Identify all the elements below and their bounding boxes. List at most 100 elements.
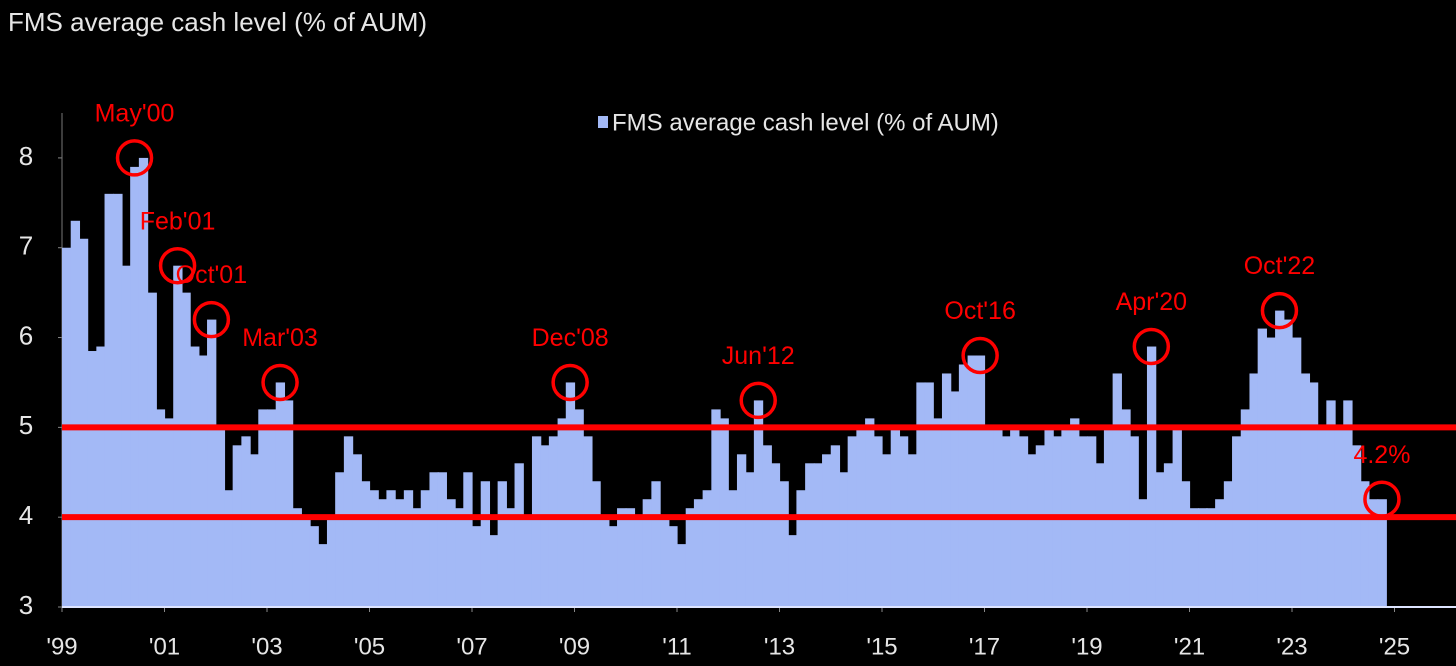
bar <box>301 517 311 607</box>
annotation-circle <box>1260 291 1299 330</box>
bar <box>1215 499 1225 607</box>
bar <box>779 481 789 607</box>
x-tick-label: '03 <box>251 633 282 660</box>
bar <box>326 517 337 607</box>
bar <box>762 445 772 607</box>
bar <box>1146 346 1157 607</box>
bar <box>642 499 652 607</box>
bar <box>420 490 431 607</box>
bar <box>207 319 217 607</box>
bar <box>378 499 388 607</box>
bar <box>283 400 294 607</box>
annotation-circle <box>551 363 589 402</box>
bar <box>523 517 533 607</box>
bar <box>181 292 191 607</box>
x-tick-label: '07 <box>456 633 487 660</box>
bar <box>1351 445 1362 607</box>
bar <box>873 436 883 607</box>
annotation-label: Dec'08 <box>532 324 609 352</box>
bar <box>796 490 806 607</box>
bar <box>232 445 242 607</box>
x-tick-label: '17 <box>969 633 1000 660</box>
bar <box>480 481 491 607</box>
bar <box>1112 373 1122 607</box>
bar <box>1249 373 1259 607</box>
bar <box>839 472 849 607</box>
bar <box>267 409 277 607</box>
bar <box>96 346 106 607</box>
bar <box>1070 418 1080 607</box>
bar <box>958 364 969 607</box>
bar <box>830 445 841 607</box>
chart-title: FMS average cash level (% of AUM) <box>8 7 427 37</box>
bar <box>745 472 755 607</box>
x-tick-label: '19 <box>1071 633 1102 660</box>
annotation-label: Apr'20 <box>1116 288 1187 316</box>
bar <box>591 481 601 607</box>
bar <box>907 454 917 607</box>
annotation-label: 4.2% <box>1353 441 1410 469</box>
bar <box>847 436 857 607</box>
bar <box>1155 472 1165 607</box>
bar <box>548 436 559 607</box>
bar <box>173 265 183 607</box>
annotation-circle <box>1363 480 1401 518</box>
bar <box>1223 481 1234 607</box>
bar <box>446 499 456 607</box>
bar <box>788 535 798 607</box>
bar <box>190 346 200 607</box>
bar <box>292 508 302 607</box>
annotation-label: Mar'03 <box>242 324 318 352</box>
bar <box>369 490 379 607</box>
bar <box>104 193 114 607</box>
bar <box>514 463 524 607</box>
bar <box>455 508 465 607</box>
x-tick-label: '13 <box>764 633 795 660</box>
bar <box>164 418 174 607</box>
x-tick-label: '15 <box>866 633 897 660</box>
annotation-circle <box>192 300 231 339</box>
bar <box>1163 463 1174 607</box>
bar <box>770 463 781 607</box>
bar <box>975 355 986 607</box>
bar <box>753 400 764 607</box>
bar <box>1360 481 1370 607</box>
bar <box>1035 445 1046 607</box>
bar <box>258 409 268 607</box>
bar <box>677 544 687 607</box>
bar <box>1180 481 1191 607</box>
bar <box>1198 508 1208 607</box>
bar <box>130 166 140 607</box>
bar <box>1283 319 1293 607</box>
bar <box>916 382 926 607</box>
bar <box>403 490 414 607</box>
bar <box>608 526 619 607</box>
bar <box>1206 508 1216 607</box>
bar <box>719 418 729 607</box>
x-tick-label: '23 <box>1276 633 1307 660</box>
bar <box>309 526 319 607</box>
bar <box>668 526 678 607</box>
bar <box>702 490 712 607</box>
bar <box>565 382 576 607</box>
bar <box>1138 499 1148 607</box>
bar <box>660 517 670 607</box>
x-tick-label: '25 <box>1379 633 1410 660</box>
bar <box>463 472 473 607</box>
annotation-circle <box>158 246 197 285</box>
x-tick-label: '99 <box>46 633 77 660</box>
bar <box>138 157 149 607</box>
bar <box>600 517 610 607</box>
bar <box>625 508 636 607</box>
x-tick-label: '05 <box>354 633 385 660</box>
bar <box>882 454 892 607</box>
bar <box>1368 499 1379 607</box>
bar <box>335 472 345 607</box>
annotation-label: Oct'01 <box>176 261 247 289</box>
bar <box>1377 499 1387 607</box>
bar <box>360 481 371 607</box>
annotation-label: Oct'22 <box>1244 252 1315 280</box>
y-tick-label: 8 <box>19 141 33 171</box>
bar <box>1343 400 1353 607</box>
